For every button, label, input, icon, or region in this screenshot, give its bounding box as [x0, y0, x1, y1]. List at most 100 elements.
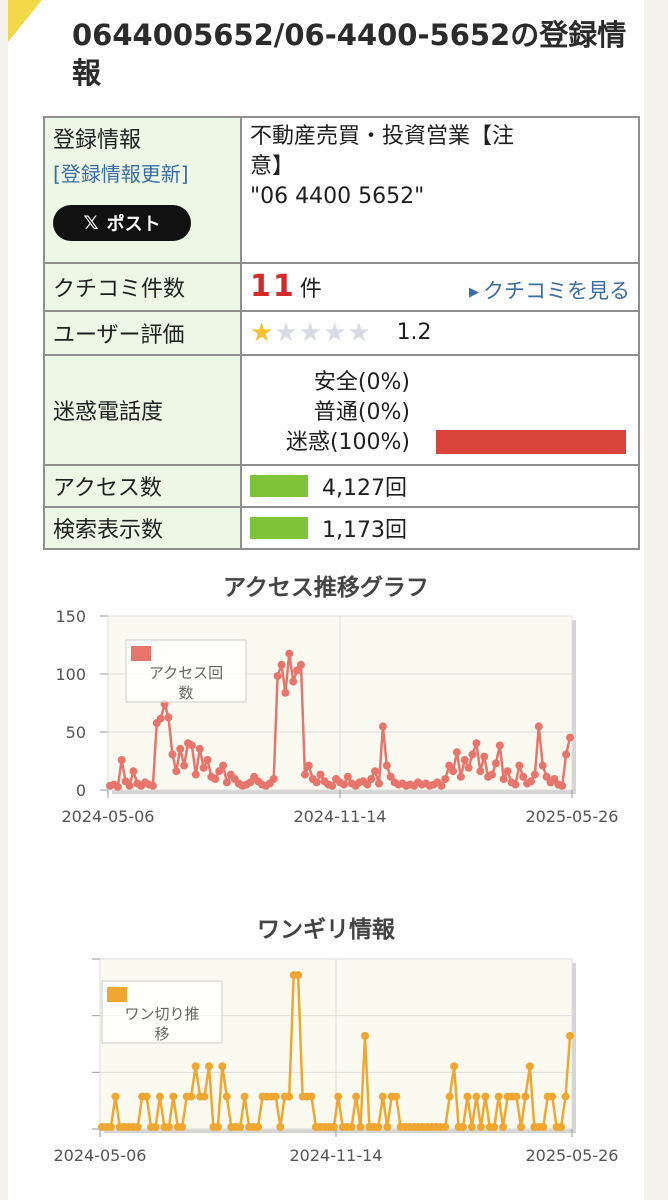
data-point [499, 1123, 508, 1131]
data-point [178, 1123, 187, 1131]
data-point [472, 739, 481, 748]
data-point [316, 770, 325, 779]
registration-description: 不動産売買・投資営業【注 意】 "06 4400 5652" [240, 116, 640, 264]
data-point [480, 752, 489, 761]
data-point [297, 660, 305, 669]
search-bar [250, 517, 308, 539]
y-tick-label: 100 [55, 665, 86, 684]
data-point [472, 1092, 481, 1101]
data-point [281, 688, 290, 697]
rating-row: ユーザー評価 ★★★★★ 1.2 [43, 310, 640, 356]
access-bar [250, 475, 308, 497]
data-point [176, 744, 185, 753]
data-point [452, 748, 461, 757]
data-point [203, 756, 212, 764]
see-reviews-link[interactable]: ▶ クチコミを見る [469, 275, 630, 305]
data-point [164, 1123, 173, 1131]
reviews-value-cell: 11 件 ▶ クチコミを見る [240, 262, 640, 312]
data-point [213, 1123, 222, 1131]
page-title: 0644005652/06-4400-5652の登録情報 [72, 18, 627, 90]
data-point [219, 761, 228, 770]
description-line: 不動産売買・投資営業【注 [250, 124, 515, 149]
data-point [199, 763, 208, 772]
registration-label: 登録情報 [53, 128, 142, 153]
data-point [133, 1123, 142, 1131]
x-post-button[interactable]: 𝕏 ポスト [53, 205, 191, 241]
data-point [294, 971, 303, 980]
triangle-right-icon: ▶ [469, 285, 479, 300]
star-empty-icon: ★ [322, 318, 348, 348]
data-point [151, 1123, 160, 1131]
data-point [356, 1123, 365, 1131]
description-line: 意】 [250, 154, 295, 179]
right-margin [644, 0, 668, 1200]
data-point [129, 767, 138, 776]
data-point [271, 1092, 280, 1101]
star-empty-icon: ★ [274, 318, 299, 348]
data-point [378, 722, 387, 731]
legend-label: 移 [154, 1025, 169, 1043]
data-point [386, 772, 395, 781]
search-value-cell: 1,173回 [240, 506, 640, 550]
data-point [343, 772, 352, 781]
data-point [307, 1092, 316, 1101]
search-label: 検索表示数 [43, 506, 242, 550]
x-tick-label: 2024-11-14 [294, 807, 387, 826]
data-point [293, 666, 302, 675]
data-point [459, 1123, 467, 1131]
data-point [481, 1092, 490, 1101]
data-point [363, 780, 372, 789]
data-point [437, 781, 446, 790]
y-tick-label: 50 [66, 723, 86, 742]
spam-row-label: 安全(0%) [313, 370, 410, 395]
access-row: アクセス数 4,127回 [43, 464, 640, 508]
data-point [503, 767, 512, 776]
data-point [246, 778, 255, 787]
data-point [539, 1123, 548, 1131]
update-info-link[interactable]: [登録情報更新] [53, 162, 189, 186]
y-tick-label: 150 [55, 607, 86, 626]
description-line: "06 4400 5652" [250, 184, 425, 209]
data-point [392, 1092, 401, 1101]
data-point [558, 781, 567, 790]
data-point [352, 1092, 361, 1101]
data-point [111, 1092, 120, 1101]
x-logo-icon: 𝕏 [83, 212, 99, 234]
data-point [106, 1123, 115, 1131]
data-point [476, 1123, 485, 1131]
data-point [240, 1092, 249, 1101]
data-point [300, 770, 309, 779]
data-point [334, 1092, 343, 1101]
data-point [512, 1092, 521, 1101]
data-point [467, 1123, 476, 1131]
x-tick-label: 2024-05-06 [54, 1146, 147, 1165]
data-point [187, 1092, 196, 1101]
reviews-row: クチコミ件数 11 件 ▶ クチコミを見る [43, 262, 640, 312]
spam-value-cell: 安全(0%) 普通(0%) 迷惑(100%) [240, 354, 640, 466]
data-point [557, 1123, 566, 1131]
data-point [205, 1062, 213, 1071]
data-point [517, 1123, 525, 1131]
x-tick-label: 2024-05-06 [62, 807, 155, 826]
data-point [445, 761, 454, 770]
review-count-unit: 件 [299, 277, 322, 302]
review-count: 11 [250, 269, 296, 304]
data-point [367, 775, 376, 783]
y-tick-label: 0 [76, 781, 86, 800]
data-point [561, 1092, 570, 1101]
data-point [180, 761, 189, 770]
spam-label: 迷惑電話度 [43, 354, 242, 466]
data-point [195, 744, 204, 753]
data-point [222, 778, 231, 787]
legend-label: 数 [178, 684, 193, 702]
rating-value: 1.2 [396, 320, 432, 345]
x-tick-label: 2024-11-14 [290, 1146, 383, 1165]
data-point [113, 782, 122, 791]
data-point [276, 1123, 285, 1131]
data-point [117, 756, 126, 764]
data-point [534, 722, 543, 731]
data-point [328, 781, 337, 790]
data-point [450, 1062, 459, 1071]
x-tick-label: 2025-05-26 [526, 1146, 619, 1165]
